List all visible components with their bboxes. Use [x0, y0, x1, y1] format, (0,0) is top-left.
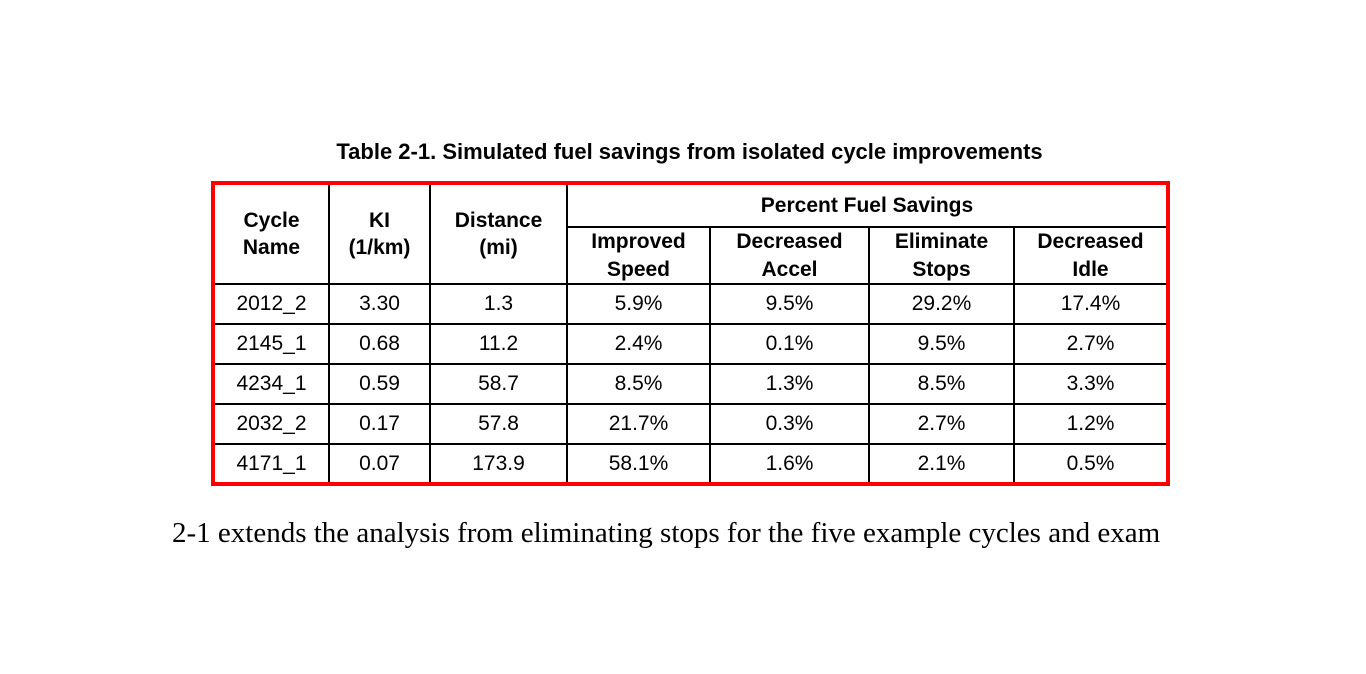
table-header-row-group: Cycle Name KI (1/km) Distance (mi) Perce…: [212, 182, 1169, 285]
table-cell-decreased-idle: 17.4%: [1013, 283, 1169, 325]
table-cell-decreased-accel: 1.6%: [709, 443, 870, 485]
table-cell-decreased-accel: 0.3%: [709, 403, 870, 445]
table-cell-cycle-name: 2012_2: [212, 283, 330, 325]
table-cell-ki: 0.59: [328, 363, 431, 405]
table-cell-eliminate-stops: 29.2%: [868, 283, 1015, 325]
table-cell-decreased-accel: 9.5%: [709, 283, 870, 325]
table-cell-improved-speed: 21.7%: [566, 403, 711, 445]
table-caption: Table 2-1. Simulated fuel savings from i…: [336, 139, 1043, 164]
table-row: 2012_2 3.30 1.3 5.9% 9.5% 29.2% 17.4%: [212, 283, 1169, 325]
table-cell-eliminate-stops: 9.5%: [868, 323, 1015, 365]
table-row: 2032_2 0.17 57.8 21.7% 0.3% 2.7% 1.2%: [212, 403, 1169, 445]
table-cell-distance: 173.9: [429, 443, 568, 485]
table-cell-improved-speed: 2.4%: [566, 323, 711, 365]
table-cell-distance: 1.3: [429, 283, 568, 325]
table-cell-decreased-idle: 2.7%: [1013, 323, 1169, 365]
table-cell-improved-speed: 8.5%: [566, 363, 711, 405]
header-distance: Distance (mi): [429, 182, 568, 285]
table-cell-distance: 57.8: [429, 403, 568, 445]
table-cell-ki: 0.07: [328, 443, 431, 485]
header-ki: KI (1/km): [328, 182, 431, 285]
table-cell-improved-speed: 5.9%: [566, 283, 711, 325]
table-row: 4171_1 0.07 173.9 58.1% 1.6% 2.1% 0.5%: [212, 443, 1169, 485]
header-decreased-accel: Decreased Accel: [709, 226, 870, 285]
table-cell-decreased-idle: 3.3%: [1013, 363, 1169, 405]
header-percent-fuel-savings: Percent Fuel Savings: [566, 182, 1169, 228]
header-improved-speed: Improved Speed: [566, 226, 711, 285]
table-cell-ki: 0.68: [328, 323, 431, 365]
table-cell-ki: 0.17: [328, 403, 431, 445]
table-cell-improved-speed: 58.1%: [566, 443, 711, 485]
table-header-row-sub: Improved Speed Decreased Accel Eliminate…: [213, 226, 1169, 285]
table-cell-cycle-name: 2032_2: [212, 403, 330, 445]
table-row: 2145_1 0.68 11.2 2.4% 0.1% 9.5% 2.7%: [212, 323, 1169, 365]
table-cell-cycle-name: 4234_1: [212, 363, 330, 405]
table-cell-decreased-accel: 1.3%: [709, 363, 870, 405]
table-cell-eliminate-stops: 2.7%: [868, 403, 1015, 445]
table-row: 4234_1 0.59 58.7 8.5% 1.3% 8.5% 3.3%: [212, 363, 1169, 405]
table-cell-distance: 11.2: [429, 323, 568, 365]
table-cell-ki: 3.30: [328, 283, 431, 325]
header-cycle-name: Cycle Name: [212, 182, 330, 285]
table-cell-cycle-name: 4171_1: [212, 443, 330, 485]
table-cell-decreased-accel: 0.1%: [709, 323, 870, 365]
header-eliminate-stops: Eliminate Stops: [868, 226, 1015, 285]
body-text-fragment: 2-1 extends the analysis from eliminatin…: [172, 517, 1161, 549]
table-cell-decreased-idle: 0.5%: [1013, 443, 1169, 485]
fuel-savings-table: Cycle Name KI (1/km) Distance (mi) Perce…: [211, 181, 1170, 486]
header-decreased-idle: Decreased Idle: [1013, 226, 1169, 285]
table-cell-distance: 58.7: [429, 363, 568, 405]
table-cell-decreased-idle: 1.2%: [1013, 403, 1169, 445]
table-cell-cycle-name: 2145_1: [212, 323, 330, 365]
table-cell-eliminate-stops: 8.5%: [868, 363, 1015, 405]
table-cell-eliminate-stops: 2.1%: [868, 443, 1015, 485]
